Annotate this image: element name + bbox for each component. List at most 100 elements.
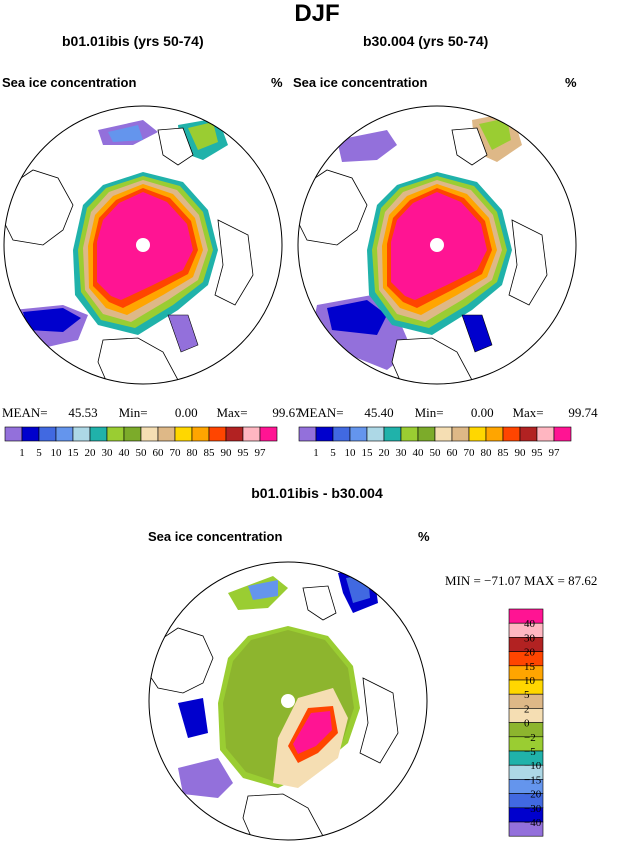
right-colorbar-swatch: [417, 426, 436, 442]
panel-right-mean-label: MEAN=: [298, 405, 344, 420]
diff-colorbar-tick-label: 30: [524, 632, 536, 644]
left-map-land-4: [157, 127, 194, 166]
right-colorbar-swatch: [536, 426, 555, 442]
diff-map-boundary: [148, 561, 428, 841]
right-colorbar-tick-label: 15: [362, 447, 374, 459]
panel-left-max-value: 99.67: [272, 405, 302, 420]
right-colorbar-tick-label: 90: [515, 447, 527, 459]
left-colorbar-tick-label: 30: [102, 447, 114, 459]
left-colorbar-swatch: [106, 426, 125, 442]
diff-min-max: MIN = −71.07 MAX = 87.62: [445, 573, 597, 589]
right-colorbar-tick-label: 97: [549, 447, 561, 459]
diff-min-value: −71.07: [484, 573, 521, 588]
right-map-boundary: [297, 105, 577, 385]
diff-max-label: MAX =: [523, 573, 565, 588]
left-colorbar-swatch: [157, 426, 176, 442]
left-colorbar-swatch: [38, 426, 57, 442]
diff-variable-label: Sea ice concentration: [148, 529, 283, 544]
left-colorbar-tick-label: 95: [238, 447, 250, 459]
diff-min-label: MIN =: [445, 573, 481, 588]
panel-left-max-label: Max=: [216, 405, 248, 420]
left-colorbar-tick-label: 40: [119, 447, 131, 459]
right-colorbar-swatch: [400, 426, 419, 442]
right-map-ice-fill-north-1: [337, 130, 397, 162]
left-colorbar-swatch: [208, 426, 227, 442]
diff-polar-map: [148, 561, 428, 841]
diff-max-value: 87.62: [568, 573, 598, 588]
diff-colorbar-tick-label: −10: [524, 760, 542, 772]
diff-colorbar-tick-label: −20: [524, 789, 542, 801]
left-colorbar-tick-label: 97: [255, 447, 267, 459]
left-colorbar-tick-label: 70: [170, 447, 182, 459]
diff-colorbar-tick-label: 20: [524, 647, 536, 659]
panel-left-mean-label: MEAN=: [2, 405, 48, 420]
diff-map-land-2: [242, 793, 324, 840]
diff-colorbar-tick-label: −2: [524, 732, 536, 744]
diff-colorbar-tick-label: 5: [524, 689, 530, 701]
left-colorbar-tick-label: 15: [68, 447, 80, 459]
left-colorbar: 1 5 10 15 20 30 40 50 60 70 80 85 90 95 97: [4, 426, 278, 459]
left-map-ice-fill-baltic: [167, 314, 199, 353]
left-map-ice-fill-1: [23, 308, 81, 332]
right-colorbar-swatch: [366, 426, 385, 442]
diff-map-fill-low: [178, 758, 233, 798]
left-colorbar-swatch: [89, 426, 108, 442]
left-polar-map: [3, 105, 283, 385]
left-map-pole-hole: [136, 238, 150, 252]
left-colorbar-tick-label: 60: [153, 447, 165, 459]
right-colorbar-tick-label: 60: [447, 447, 459, 459]
right-map-land-3: [508, 219, 548, 306]
left-colorbar-swatch: [123, 426, 142, 442]
left-colorbar-swatch: [140, 426, 159, 442]
right-colorbar-swatch: [485, 426, 504, 442]
diff-colorbar-tick-label: 0: [524, 718, 530, 730]
panel-right-max-value: 99.74: [568, 405, 598, 420]
right-colorbar-tick-label: 80: [481, 447, 493, 459]
panel-left-min-label: Min=: [118, 405, 148, 420]
panel-right-case-title: b30.004 (yrs 50-74): [363, 33, 489, 49]
left-map-land-1: [4, 169, 74, 246]
right-colorbar-swatch: [332, 426, 351, 442]
diff-colorbar-tick-label: 40: [524, 618, 536, 630]
right-colorbar-tick-label: 50: [430, 447, 442, 459]
left-map-ice-fill-ne-2: [188, 122, 218, 150]
right-colorbar-swatch: [451, 426, 470, 442]
left-colorbar-swatch: [21, 426, 40, 442]
diff-map-fill-max: [293, 711, 332, 754]
right-map-land-4: [451, 127, 488, 166]
right-map-ice-fill-ne-2: [479, 118, 511, 150]
left-colorbar-tick-label: 90: [221, 447, 233, 459]
panel-right-mean-value: 45.40: [364, 405, 394, 420]
right-colorbar-tick-label: 95: [532, 447, 544, 459]
diff-colorbar-tick-label: −15: [524, 774, 542, 786]
left-colorbar-swatch: [174, 426, 193, 442]
right-map-ice-fill-1: [327, 300, 387, 335]
diff-title: b01.01ibis - b30.004: [251, 485, 383, 501]
diff-map-fill-north-2: [248, 580, 278, 600]
diff-map-land-1: [149, 627, 214, 694]
right-colorbar-tick-label: 1: [313, 447, 319, 459]
right-colorbar-swatch: [349, 426, 368, 442]
page-title: DJF: [294, 0, 340, 27]
left-colorbar-swatch: [225, 426, 244, 442]
panel-right-min-label: Min=: [414, 405, 444, 420]
right-map-land-1: [298, 169, 368, 246]
left-colorbar-swatch: [191, 426, 210, 442]
left-colorbar-swatch: [55, 426, 74, 442]
diff-colorbar-tick-label: 2: [524, 703, 530, 715]
panel-left-mean-value: 45.53: [68, 405, 98, 420]
right-colorbar-tick-label: 5: [330, 447, 336, 459]
panel-left-min-value: 0.00: [174, 405, 198, 420]
panel-left-case-title: b01.01ibis (yrs 50-74): [62, 33, 204, 49]
diff-map-fill-1: [178, 698, 208, 738]
diff-map-land-4: [302, 585, 337, 621]
diff-colorbar-tick-label: −5: [524, 746, 536, 758]
panel-left-stats: MEAN= 45.53 Min= 0.00 Max= 99.67: [2, 405, 302, 421]
diff-colorbar-tick-label: −40: [524, 817, 542, 829]
left-map-ice-fill-north-2: [108, 125, 143, 142]
right-colorbar-tick-label: 40: [413, 447, 425, 459]
left-colorbar-swatch: [242, 426, 261, 442]
panel-right-stats: MEAN= 45.40 Min= 0.00 Max= 99.74: [298, 405, 598, 421]
diff-map-land-3: [359, 677, 399, 764]
